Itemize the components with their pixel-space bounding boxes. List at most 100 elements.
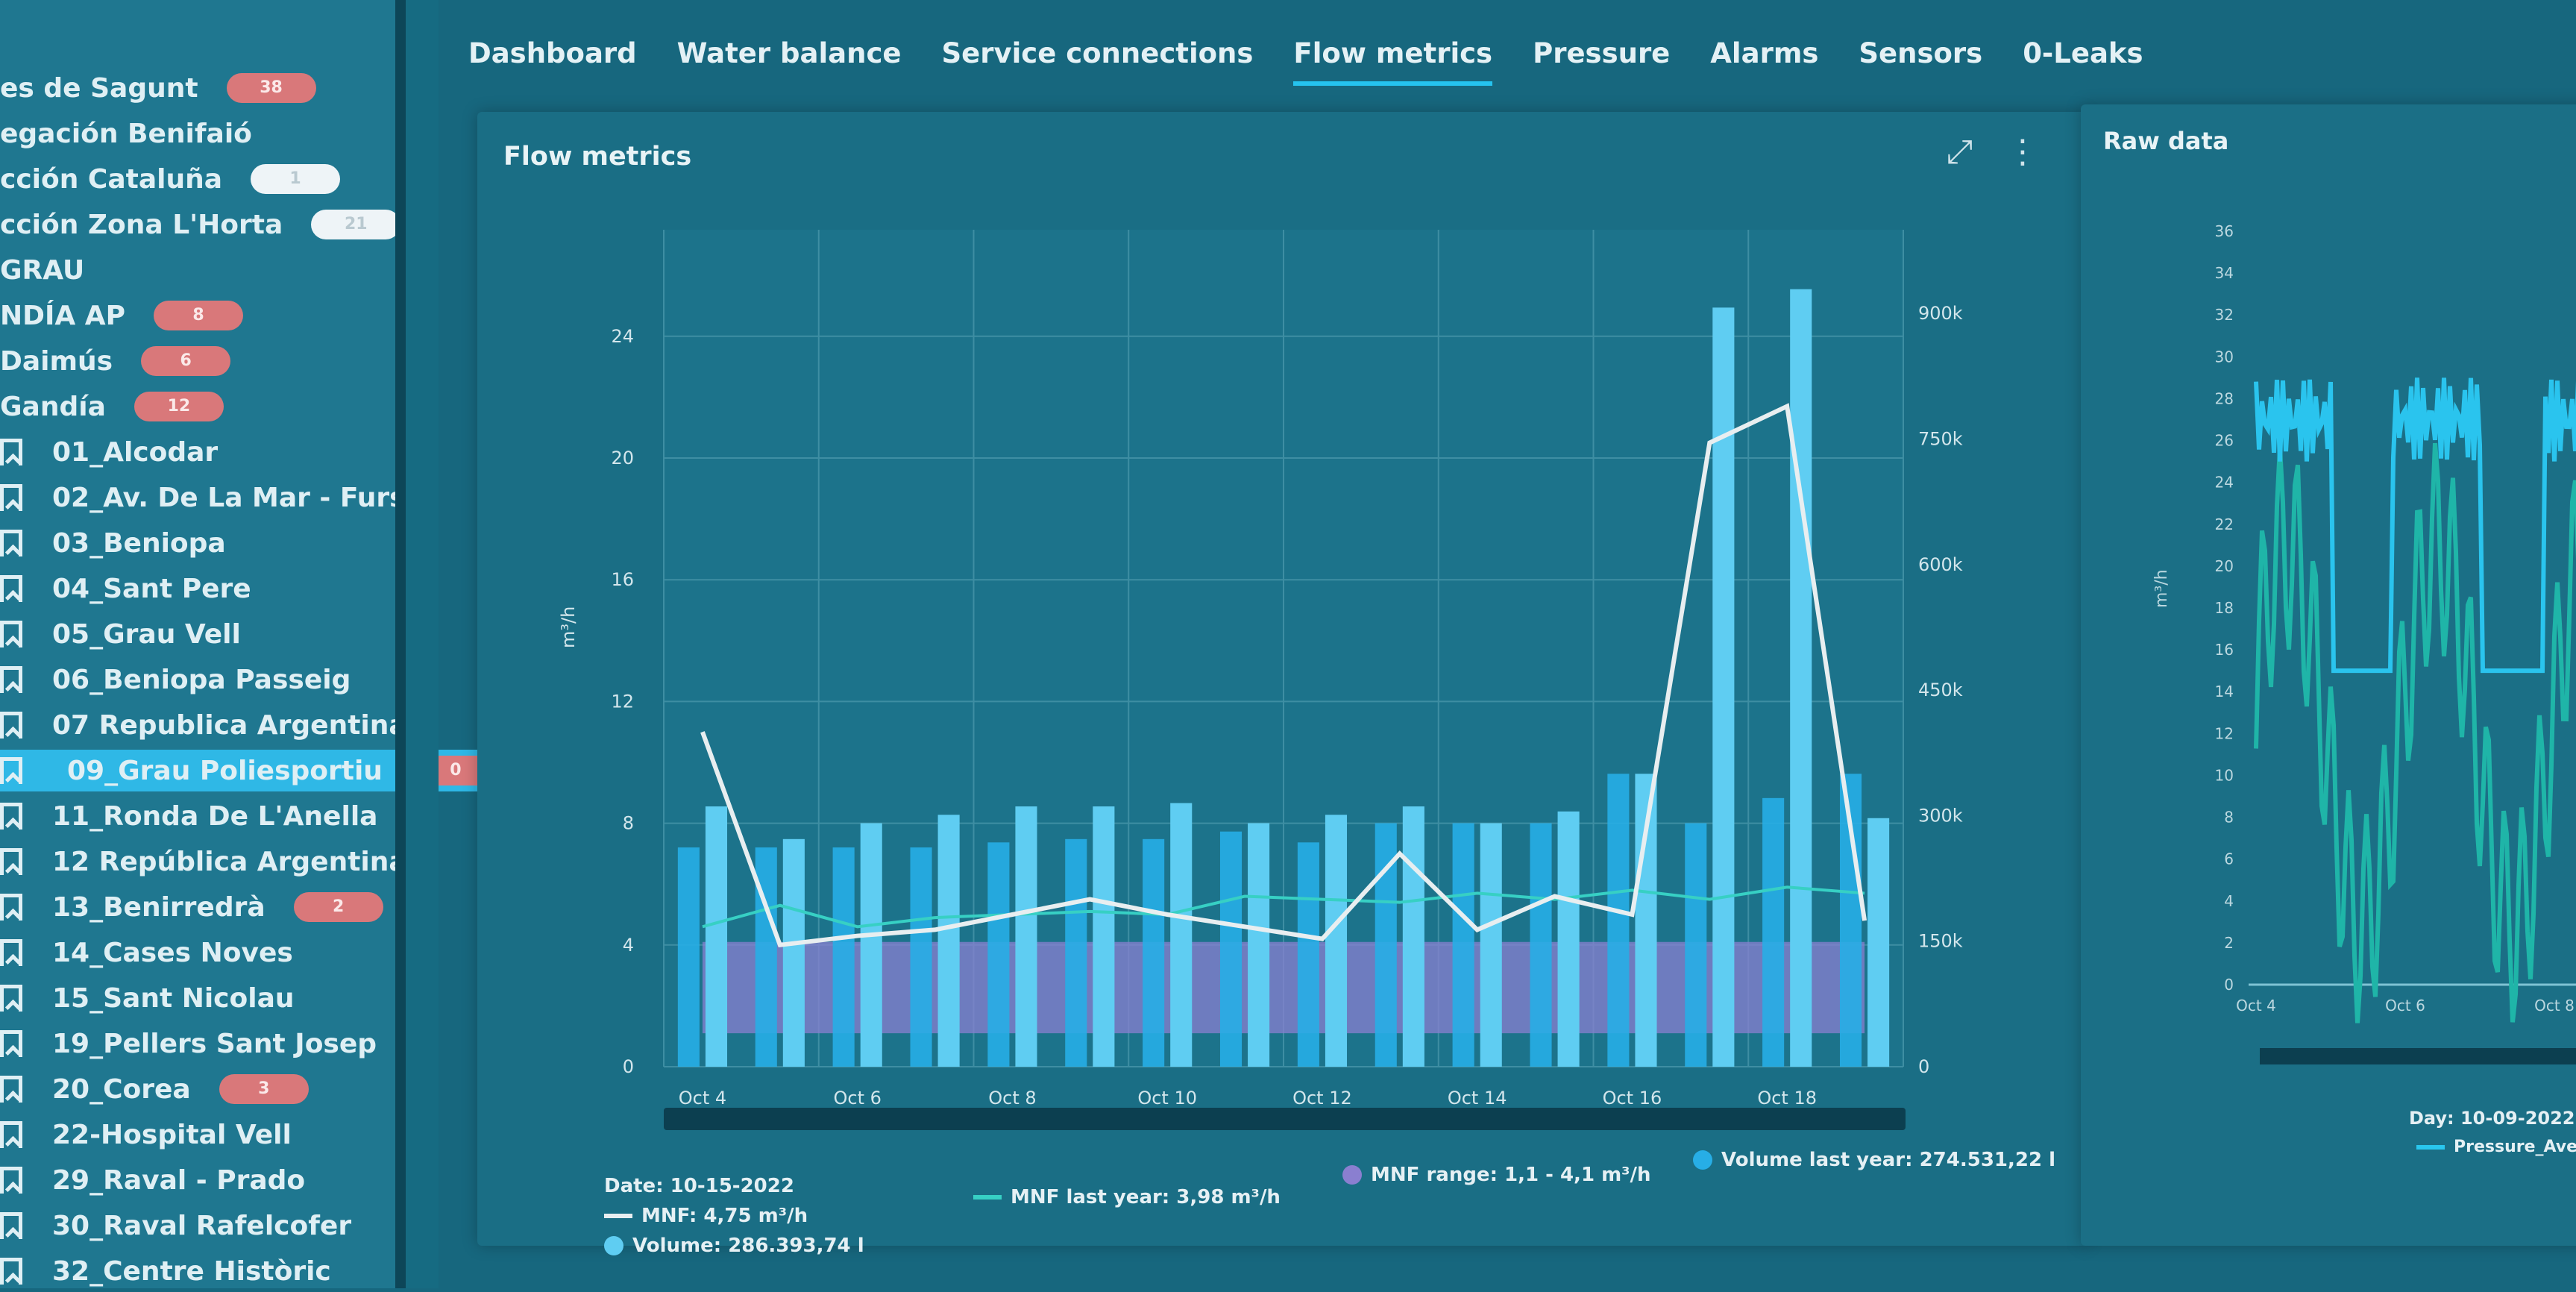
bar-volume[interactable] <box>1093 806 1115 1067</box>
raw-y-tick: 16 <box>2215 641 2234 659</box>
sidebar-item[interactable]: Gandía 12 <box>0 386 224 427</box>
sidebar-item-label: 05_Grau Vell <box>52 618 241 650</box>
y2-tick-label: 0 <box>1918 1056 1929 1077</box>
bar-volume[interactable] <box>1325 815 1348 1067</box>
sidebar-item-label: 07 Republica Argentina 1 <box>52 709 436 741</box>
bar-volume[interactable] <box>1557 811 1580 1067</box>
sidebar-item[interactable]: 11_Ronda De L'Anella <box>0 795 377 837</box>
sidebar-item-label: egación Benifaió <box>0 118 252 149</box>
sidebar-item[interactable]: 12 República Argentina II <box>0 841 436 882</box>
sidebar-item[interactable]: cción Cataluña 1 <box>0 158 341 200</box>
tab-service-connections[interactable]: Service connections <box>941 37 1254 69</box>
sidebar-item-label: 12 República Argentina II <box>52 846 437 877</box>
bar-volume-last-year[interactable] <box>910 847 932 1067</box>
sidebar-item[interactable]: 05_Grau Vell <box>0 613 241 655</box>
tab-dashboard[interactable]: Dashboard <box>468 37 637 69</box>
y-tick-label: 12 <box>611 691 634 712</box>
bar-volume-last-year[interactable] <box>1065 838 1087 1067</box>
range-slider[interactable] <box>664 1108 1906 1130</box>
bar-volume[interactable] <box>1867 818 1890 1067</box>
tab-0-leaks[interactable]: 0-Leaks <box>2023 37 2143 69</box>
raw-x-tick: Oct 4 <box>2236 997 2276 1015</box>
bar-volume[interactable] <box>1170 803 1193 1067</box>
sidebar-item[interactable]: cción Zona L'Horta 21 <box>0 204 401 245</box>
sidebar-item-label: 14_Cases Noves <box>52 937 293 968</box>
mnf-line <box>700 403 1867 948</box>
bar-volume[interactable] <box>937 815 960 1067</box>
x-tick-label: Oct 8 <box>988 1088 1036 1108</box>
bookmark-icon <box>0 439 22 465</box>
bar-volume-last-year[interactable] <box>1607 774 1630 1067</box>
sidebar-item[interactable]: NDÍA AP 8 <box>0 295 244 336</box>
bar-volume-last-year[interactable] <box>1762 797 1785 1067</box>
alarm-count-badge: 12 <box>133 392 224 421</box>
bar-volume[interactable] <box>705 806 728 1067</box>
bar-volume-last-year[interactable] <box>832 847 855 1067</box>
bar-volume-last-year[interactable] <box>1530 823 1552 1067</box>
tab-pressure[interactable]: Pressure <box>1533 37 1671 69</box>
bar-volume-last-year[interactable] <box>1297 842 1319 1067</box>
raw-data-chart: 024681012141618202224262830323436m³/hOct… <box>2152 222 2576 1023</box>
sidebar-item[interactable]: 15_Sant Nicolau <box>0 977 295 1019</box>
alarm-count-badge: 2 <box>293 892 383 922</box>
legend-mnf-last-year: MNF last year: 3,98 m³/h <box>973 1186 1281 1208</box>
bar-volume[interactable] <box>782 838 805 1067</box>
bar-volume[interactable] <box>1790 289 1812 1067</box>
y-axis-label: m³/h <box>558 606 579 648</box>
bar-volume-last-year[interactable] <box>1219 831 1243 1067</box>
sidebar-item[interactable]: 19_Pellers Sant Josep <box>0 1023 377 1064</box>
sidebar-item[interactable]: 29_Raval - Prado <box>0 1159 305 1201</box>
bar-volume[interactable] <box>860 823 882 1067</box>
sidebar-item-label: 20_Corea <box>52 1073 191 1105</box>
sidebar-item[interactable]: 07 Republica Argentina 1 <box>0 704 435 746</box>
tab-flow-metrics[interactable]: Flow metrics <box>1293 37 1493 86</box>
sidebar-item[interactable]: 14_Cases Noves <box>0 932 293 973</box>
x-tick-label: Oct 18 <box>1757 1088 1817 1108</box>
raw-y-tick: 26 <box>2215 432 2234 450</box>
sidebar-item[interactable]: 30_Raval Rafelcofer <box>0 1205 351 1246</box>
bar-volume[interactable] <box>1015 806 1037 1067</box>
tab-sensors[interactable]: Sensors <box>1859 37 1983 69</box>
bar-volume-last-year[interactable] <box>677 847 700 1067</box>
bar-volume-last-year[interactable] <box>1452 823 1474 1067</box>
sidebar-item-label: 11_Ronda De L'Anella <box>52 800 378 832</box>
sidebar-item-label: 03_Beniopa <box>52 527 226 559</box>
sidebar-item[interactable]: es de Sagunt 38 <box>0 67 316 109</box>
bar-volume[interactable] <box>1402 806 1424 1067</box>
bar-volume-last-year[interactable] <box>987 842 1010 1067</box>
bar-volume-last-year[interactable] <box>1685 823 1707 1067</box>
sidebar-item[interactable]: 06_Beniopa Passeig <box>0 659 351 700</box>
sidebar-item[interactable]: 01_Alcodar <box>0 431 218 473</box>
more-vertical-icon[interactable]: ⋮ <box>2006 133 2039 171</box>
bar-volume[interactable] <box>1248 823 1270 1067</box>
sidebar-item[interactable]: GRAU <box>0 249 84 291</box>
sidebar-item[interactable]: 32_Centre Històric <box>0 1250 331 1292</box>
sidebar-item-label: es de Sagunt <box>0 72 198 104</box>
sidebar-item-label: 29_Raval - Prado <box>52 1164 306 1196</box>
tab-water-balance[interactable]: Water balance <box>676 37 902 69</box>
sidebar-item[interactable]: 02_Av. De La Mar - Furs <box>0 477 406 518</box>
tab-bar: Dashboard Water balance Service connection… <box>468 37 2143 86</box>
y-tick-label: 16 <box>611 569 634 590</box>
sidebar-item[interactable]: 13_Benirredrà 2 <box>0 886 383 928</box>
tab-alarms[interactable]: Alarms <box>1710 37 1819 69</box>
x-tick-label: Oct 4 <box>679 1088 726 1108</box>
legend-mnf-range: MNF range: 1,1 - 4,1 m³/h <box>1342 1164 1651 1186</box>
sidebar-item-label: 04_Sant Pere <box>52 573 251 604</box>
sidebar-scrollbar[interactable] <box>395 0 406 1288</box>
sidebar-item[interactable]: 03_Beniopa <box>0 522 226 564</box>
sidebar-item-label: 01_Alcodar <box>52 436 219 468</box>
bar-volume-last-year[interactable] <box>1143 838 1165 1067</box>
sidebar-item[interactable]: 22-Hospital Vell <box>0 1114 292 1155</box>
bookmark-icon <box>0 1167 22 1194</box>
sidebar-item[interactable]: Daimús 6 <box>0 340 231 382</box>
bookmark-icon <box>0 712 22 738</box>
sidebar-item[interactable]: 20_Corea 3 <box>0 1068 309 1110</box>
expand-icon[interactable]: ⤢ <box>1947 133 1973 171</box>
sidebar-item[interactable]: egación Benifaió <box>0 113 252 154</box>
raw-range-slider[interactable] <box>2260 1048 2576 1064</box>
legend-volume-last-year: Volume last year: 274.531,22 l <box>1693 1149 2055 1171</box>
bar-volume[interactable] <box>1480 823 1502 1067</box>
bar-volume[interactable] <box>1712 307 1735 1067</box>
sidebar-item[interactable]: 04_Sant Pere <box>0 568 251 609</box>
